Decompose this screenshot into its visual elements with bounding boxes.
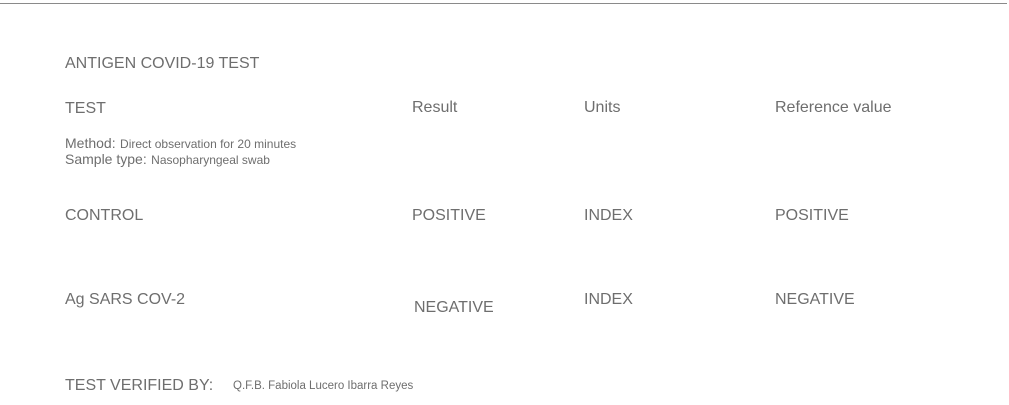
sample-type-label: Sample type: (65, 151, 147, 167)
report-title: ANTIGEN COVID-19 TEST (65, 55, 260, 72)
row-ag-sars-test: Ag SARS COV-2 (65, 291, 186, 308)
method-line: Method: Direct observation for 20 minute… (65, 135, 296, 153)
row-ag-sars-reference: NEGATIVE (775, 291, 855, 308)
row-ag-sars-units: INDEX (584, 291, 633, 308)
row-control-reference: POSITIVE (775, 207, 849, 224)
verified-by-name: Q.F.B. Fabiola Lucero Ibarra Reyes (233, 380, 414, 392)
verified-by-label: TEST VERIFIED BY: (65, 377, 214, 394)
row-control-units: INDEX (584, 207, 633, 224)
header-reference-value: Reference value (775, 99, 892, 116)
sample-type-line: Sample type: Nasopharyngeal swab (65, 151, 270, 169)
header-result: Result (412, 99, 458, 116)
row-control-result: POSITIVE (412, 207, 486, 224)
sample-type-value: Nasopharyngeal swab (151, 153, 270, 167)
top-divider (0, 3, 1007, 4)
row-control-test: CONTROL (65, 207, 144, 224)
header-test: TEST (65, 100, 106, 117)
header-units: Units (584, 99, 621, 116)
method-value: Direct observation for 20 minutes (120, 137, 297, 151)
method-label: Method: (65, 135, 116, 151)
row-ag-sars-result: NEGATIVE (414, 299, 494, 316)
